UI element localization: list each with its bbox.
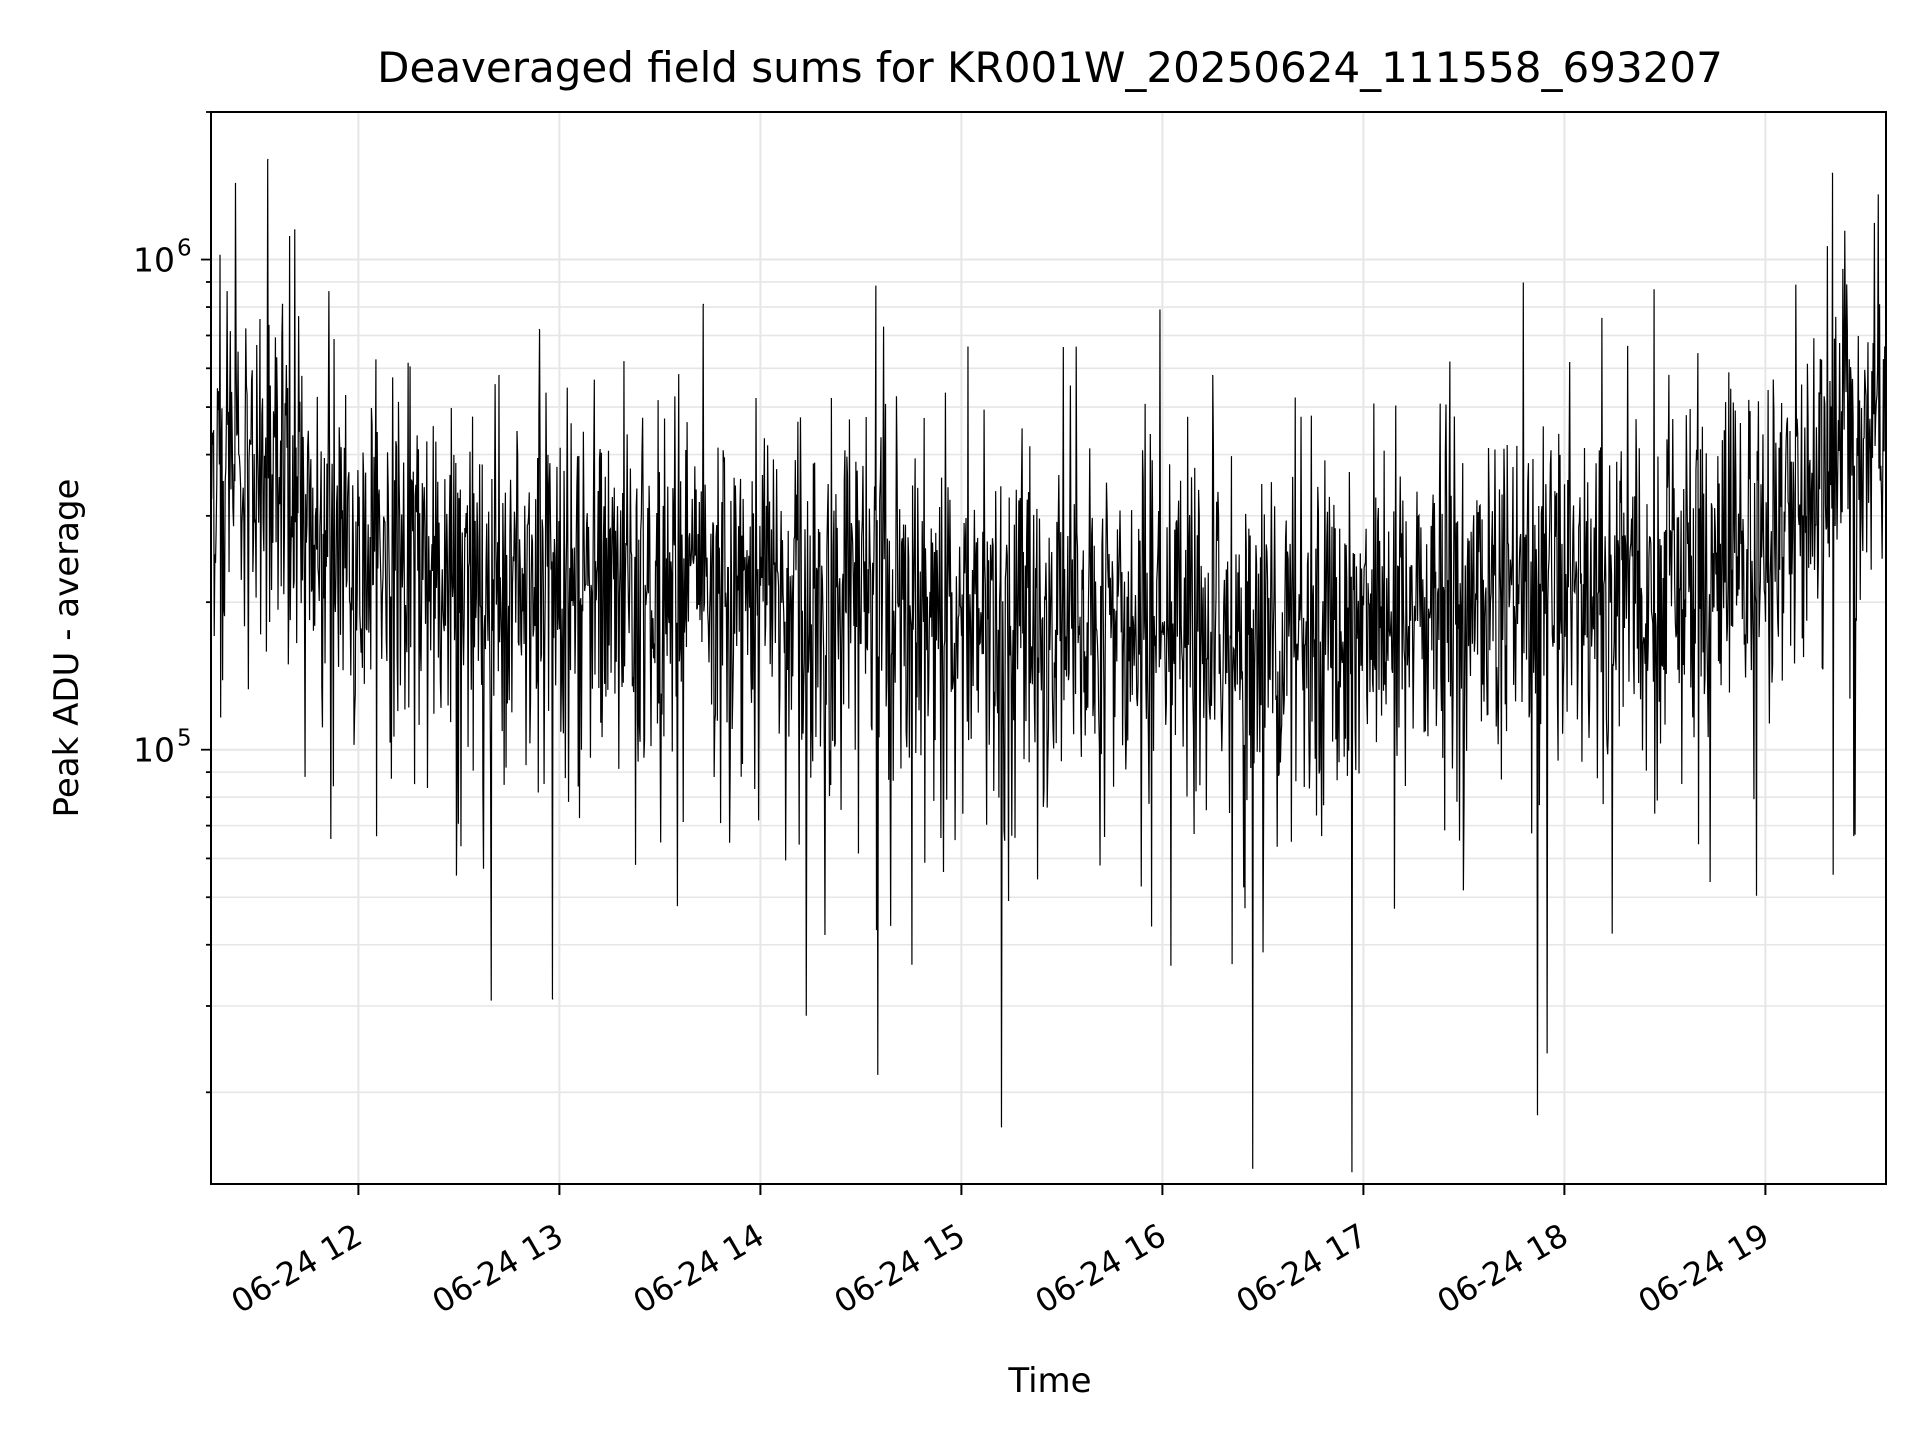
plot-frame	[210, 111, 1887, 1185]
chart-title: Deaveraged field sums for KR001W_2025062…	[377, 43, 1723, 92]
y-tick-label: 10	[133, 241, 175, 280]
data-series	[210, 158, 1887, 1173]
notable-point	[552, 998, 554, 1000]
notable-point	[267, 158, 269, 161]
y-tick-label: 10	[133, 731, 175, 770]
notable-point	[1537, 1114, 1539, 1116]
notable-point	[1212, 374, 1214, 377]
series-line	[210, 159, 1887, 1173]
notable-point	[702, 303, 705, 306]
y-axis-label: Peak ADU - average	[47, 479, 87, 818]
notable-point	[294, 229, 296, 231]
y-tick-exponent: 5	[177, 726, 192, 752]
notable-point	[1252, 1167, 1254, 1169]
x-axis-label: Time	[1007, 1361, 1091, 1401]
notable-point	[1001, 1126, 1003, 1128]
notable-point	[498, 374, 500, 377]
notable-point	[1831, 172, 1833, 174]
notable-point	[538, 328, 540, 331]
y-tick-exponent: 6	[177, 236, 192, 262]
